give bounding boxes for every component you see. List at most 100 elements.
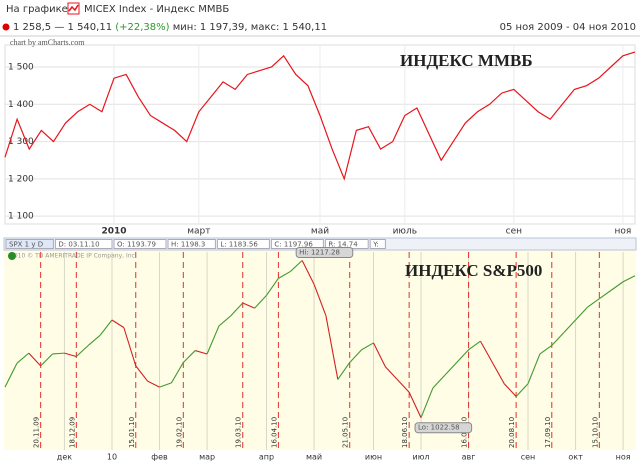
price-segment bbox=[99, 319, 113, 336]
x-tick-label: 10 bbox=[107, 453, 117, 462]
price-segment bbox=[75, 345, 89, 357]
price-segment bbox=[266, 278, 279, 296]
x-tick-label: май bbox=[306, 453, 322, 462]
x-tick-label: ноя bbox=[616, 453, 631, 462]
x-tick-label: окт bbox=[568, 453, 583, 462]
price-segment bbox=[432, 374, 446, 389]
event-label: 17.09.10 bbox=[544, 417, 552, 448]
annotation: Hi: 1217.28 bbox=[299, 248, 340, 256]
info-text: L: 1183.56 bbox=[220, 241, 258, 249]
price-segment bbox=[135, 365, 149, 382]
event-label: 21.05.10 bbox=[342, 417, 350, 448]
price-segment bbox=[575, 306, 588, 321]
annotation-box bbox=[295, 246, 354, 258]
x-tick-label: фев bbox=[151, 453, 168, 462]
y-tick-label: 1 200 bbox=[8, 174, 34, 184]
legend-entry[interactable]: MICEX Index - Индекс ММВБ bbox=[84, 4, 229, 15]
price-segment bbox=[503, 383, 517, 397]
price-segment bbox=[123, 327, 137, 367]
price-segment bbox=[527, 353, 541, 384]
info-text: O: 1193.79 bbox=[117, 241, 156, 249]
info-box bbox=[5, 239, 54, 249]
price-segment bbox=[242, 302, 255, 309]
x-tick-label: апр bbox=[259, 453, 274, 462]
chart-badge bbox=[8, 252, 16, 260]
x-tick-label: июль bbox=[393, 227, 417, 237]
event-label: 18.12.09 bbox=[68, 417, 76, 448]
event-label: 19.03.10 bbox=[235, 417, 243, 448]
price-segment bbox=[313, 284, 327, 316]
x-tick-label: май bbox=[311, 227, 329, 237]
info-text: H: 1198.3 bbox=[171, 241, 205, 249]
x-tick-label: авг bbox=[462, 453, 476, 462]
price-segment bbox=[195, 350, 208, 355]
legend-caption: На графике: bbox=[6, 4, 71, 15]
price-segment bbox=[456, 349, 469, 363]
price-segment bbox=[408, 391, 422, 418]
info-box bbox=[369, 239, 386, 249]
price-segment bbox=[16, 352, 30, 364]
y-tick-label: 1 400 bbox=[8, 100, 34, 110]
price-segment bbox=[551, 332, 565, 346]
info-text: Y: bbox=[372, 241, 379, 249]
price-segment bbox=[301, 260, 315, 285]
price-segment bbox=[40, 353, 53, 367]
x-tick-label: июл bbox=[413, 453, 430, 462]
annotation: Lo: 1022.58 bbox=[418, 424, 460, 432]
price-segment bbox=[444, 362, 458, 376]
price-segment bbox=[337, 362, 351, 380]
info-box bbox=[216, 239, 270, 249]
x-tick-label: сен bbox=[506, 227, 522, 237]
price-segment bbox=[361, 342, 374, 351]
price-segment bbox=[64, 352, 77, 358]
event-label: 18.06.10 bbox=[401, 417, 409, 448]
annotation-box bbox=[414, 422, 473, 434]
price-segment bbox=[515, 383, 529, 397]
price-segment bbox=[563, 319, 576, 334]
event-label: 15.01.10 bbox=[128, 417, 136, 448]
price-segment bbox=[599, 289, 612, 300]
price-segment bbox=[159, 382, 172, 388]
info-text: D: 03.11.10 bbox=[58, 241, 99, 249]
x-tick-label: март bbox=[187, 227, 210, 237]
price-segment bbox=[349, 349, 363, 363]
price-segment bbox=[170, 362, 184, 384]
x-tick-label: мар bbox=[199, 453, 215, 462]
chart-credit: chart by amCharts.com bbox=[10, 38, 85, 47]
stats: 1 258,5 — 1 540,11 (+22,38%) мин: 1 197,… bbox=[13, 22, 327, 33]
price-segment bbox=[230, 302, 244, 317]
price-segment bbox=[396, 379, 410, 393]
y-tick-label: 1 100 bbox=[8, 212, 34, 222]
stats-max: макс: 1 540,11 bbox=[251, 22, 327, 33]
price-segment bbox=[539, 345, 553, 355]
price-segment bbox=[468, 340, 481, 351]
price-segment bbox=[147, 380, 160, 388]
price-segment bbox=[182, 350, 196, 363]
series-dot bbox=[2, 23, 10, 31]
price-segment bbox=[87, 334, 101, 346]
price-segment bbox=[254, 294, 267, 309]
price-segment bbox=[325, 315, 339, 380]
spx-plot-bg bbox=[4, 238, 636, 450]
price-segment bbox=[384, 366, 398, 380]
stats-range: 1 258,5 — 1 540,11 bbox=[13, 22, 112, 33]
price-segment bbox=[622, 275, 636, 283]
price-segment bbox=[491, 362, 505, 384]
event-label: 20.08.10 bbox=[508, 417, 516, 448]
x-tick-label: дек bbox=[57, 453, 72, 462]
price-segment bbox=[52, 352, 65, 355]
price-segment bbox=[372, 342, 386, 367]
price-segment bbox=[28, 352, 42, 367]
period: 05 ноя 2009 - 04 ноя 2010 bbox=[500, 22, 636, 33]
price-segment bbox=[610, 281, 624, 291]
price-segment bbox=[289, 260, 303, 272]
y-tick-label: 1 500 bbox=[8, 63, 34, 73]
stats-min: мин: 1 197,39, bbox=[173, 22, 248, 33]
event-label: 15.10.10 bbox=[591, 417, 599, 448]
price-segment bbox=[587, 298, 600, 308]
info-text: C: 1197.96 bbox=[274, 241, 313, 249]
info-text: SPX 1 y D bbox=[9, 241, 43, 249]
price-segment bbox=[420, 387, 434, 418]
legend-icon-line bbox=[68, 4, 79, 12]
x-tick-label: ноя bbox=[614, 227, 631, 237]
